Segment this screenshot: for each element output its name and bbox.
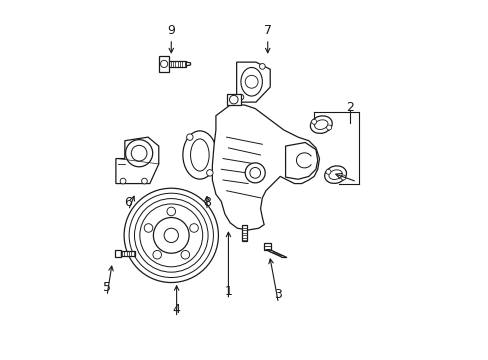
Circle shape: [229, 95, 238, 104]
Ellipse shape: [190, 139, 209, 171]
Text: 1: 1: [224, 285, 232, 298]
Circle shape: [326, 125, 331, 130]
Circle shape: [129, 193, 213, 278]
Circle shape: [160, 60, 167, 67]
Ellipse shape: [310, 116, 331, 134]
Text: 2: 2: [345, 101, 353, 114]
Circle shape: [325, 169, 330, 174]
Ellipse shape: [328, 170, 342, 179]
Circle shape: [164, 228, 178, 243]
Circle shape: [244, 75, 258, 88]
Circle shape: [186, 134, 193, 140]
Circle shape: [120, 178, 125, 184]
Polygon shape: [186, 62, 190, 66]
Circle shape: [206, 170, 213, 176]
Polygon shape: [169, 61, 186, 67]
Circle shape: [140, 204, 203, 267]
Circle shape: [181, 251, 189, 259]
Circle shape: [125, 140, 152, 167]
Polygon shape: [265, 249, 286, 257]
Circle shape: [238, 94, 244, 100]
Text: 7: 7: [263, 24, 271, 37]
Polygon shape: [264, 243, 271, 249]
Ellipse shape: [183, 131, 216, 179]
Polygon shape: [236, 62, 270, 102]
Circle shape: [189, 224, 198, 232]
Polygon shape: [212, 105, 319, 230]
Circle shape: [134, 199, 207, 272]
Circle shape: [153, 251, 161, 259]
Polygon shape: [159, 56, 169, 72]
Text: 8: 8: [203, 195, 210, 208]
Polygon shape: [115, 249, 121, 257]
Polygon shape: [226, 94, 241, 105]
Polygon shape: [241, 225, 247, 241]
Circle shape: [131, 145, 147, 161]
Circle shape: [144, 224, 152, 232]
Text: 6: 6: [124, 195, 132, 208]
Ellipse shape: [241, 67, 262, 96]
Ellipse shape: [324, 166, 346, 183]
Circle shape: [124, 188, 218, 283]
Polygon shape: [116, 137, 159, 184]
Ellipse shape: [314, 120, 327, 130]
Circle shape: [311, 119, 316, 124]
Circle shape: [244, 163, 264, 183]
Circle shape: [249, 167, 260, 178]
Text: 3: 3: [274, 288, 282, 301]
Circle shape: [340, 175, 345, 180]
Circle shape: [153, 217, 189, 253]
Text: 4: 4: [172, 303, 180, 316]
Circle shape: [259, 64, 264, 69]
Polygon shape: [121, 251, 135, 256]
Text: 5: 5: [103, 281, 111, 294]
Text: 9: 9: [167, 24, 175, 37]
Polygon shape: [285, 143, 317, 179]
Circle shape: [166, 207, 175, 216]
Circle shape: [142, 178, 147, 184]
